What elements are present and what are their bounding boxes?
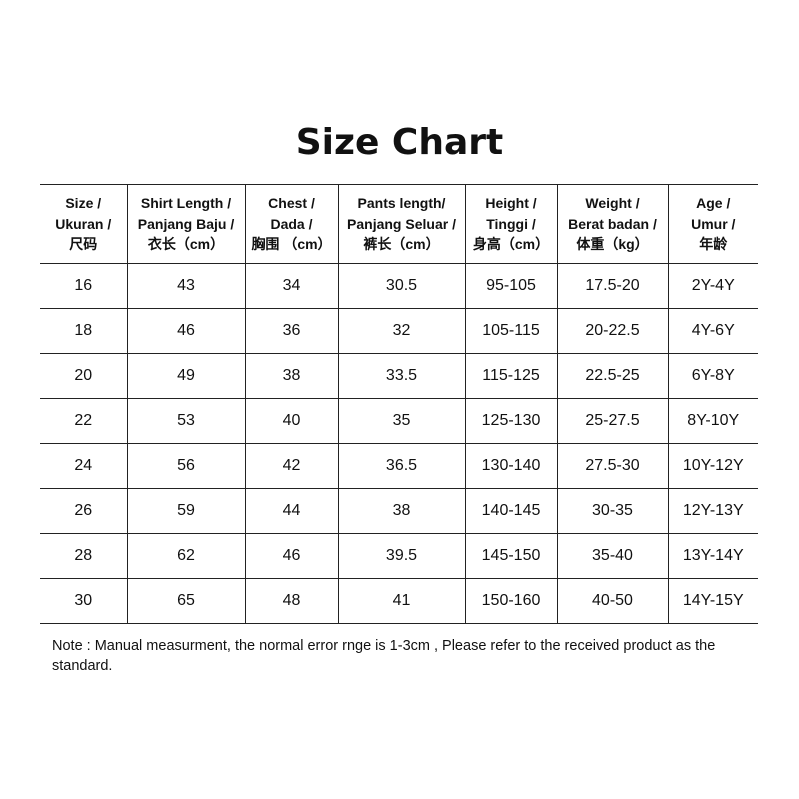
table-cell: 44 <box>244 488 338 534</box>
table-cell: 62 <box>126 533 245 579</box>
table-cell: 38 <box>337 488 465 534</box>
header-line: Ukuran / <box>55 215 112 232</box>
table-row: 18 46 36 32 105-115 20-22.5 4Y-6Y <box>40 308 758 354</box>
header-line: 衣长（cm） <box>147 236 225 253</box>
table-cell: 56 <box>126 443 245 489</box>
table-cell: 22.5-25 <box>556 353 668 399</box>
table-cell: 53 <box>126 398 245 444</box>
table-cell: 140-145 <box>464 488 557 534</box>
table-cell: 17.5-20 <box>556 263 668 309</box>
table-row: 30 65 48 41 150-160 40-50 14Y-15Y <box>40 578 758 624</box>
header-line: Pants length/ <box>357 195 446 212</box>
table-cell: 46 <box>244 533 338 579</box>
column-header: Shirt Length / Panjang Baju / 衣长（cm） <box>126 184 245 264</box>
table-cell: 8Y-10Y <box>667 398 758 444</box>
table-row: 26 59 44 38 140-145 30-35 12Y-13Y <box>40 488 758 534</box>
table-cell: 22 <box>40 398 127 444</box>
table-cell: 38 <box>244 353 338 399</box>
table-cell: 4Y-6Y <box>667 308 758 354</box>
header-line: 尺码 <box>69 236 98 253</box>
table-row: 22 53 40 35 125-130 25-27.5 8Y-10Y <box>40 398 758 444</box>
table-cell: 43 <box>126 263 245 309</box>
table-cell: 49 <box>126 353 245 399</box>
table-cell: 145-150 <box>464 533 557 579</box>
table-cell: 24 <box>40 443 127 489</box>
header-line: Tinggi / <box>486 215 536 232</box>
header-line: Height / <box>485 195 537 212</box>
header-line: Shirt Length / <box>140 195 232 212</box>
table-cell: 150-160 <box>464 578 557 624</box>
table-cell: 30-35 <box>556 488 668 534</box>
table-cell: 40-50 <box>556 578 668 624</box>
table-cell: 25-27.5 <box>556 398 668 444</box>
table-cell: 42 <box>244 443 338 489</box>
header-line: Chest / <box>268 195 315 212</box>
table-cell: 6Y-8Y <box>667 353 758 399</box>
table-row: 28 62 46 39.5 145-150 35-40 13Y-14Y <box>40 533 758 579</box>
header-line: Age / <box>696 195 731 212</box>
table-cell: 35-40 <box>556 533 668 579</box>
table-cell: 28 <box>40 533 127 579</box>
table-cell: 59 <box>126 488 245 534</box>
table-cell: 130-140 <box>464 443 557 489</box>
table-cell: 40 <box>244 398 338 444</box>
table-cell: 16 <box>40 263 127 309</box>
table-cell: 10Y-12Y <box>667 443 758 489</box>
column-header: Size / Ukuran / 尺码 <box>40 184 127 264</box>
header-row: Size / Ukuran / 尺码 Shirt Length / Panjang Ba… <box>40 184 758 264</box>
table-cell: 34 <box>244 263 338 309</box>
header-line: Dada / <box>270 215 313 232</box>
table-cell: 30 <box>40 578 127 624</box>
column-header: Height / Tinggi / 身高（cm） <box>464 184 557 264</box>
table-cell: 36.5 <box>337 443 465 489</box>
header-line: Panjang Baju / <box>137 215 235 232</box>
header-line: 年龄 <box>699 236 728 253</box>
table-row: 20 49 38 33.5 115-125 22.5-25 6Y-8Y <box>40 353 758 399</box>
header-line: Panjang Seluar / <box>347 215 456 232</box>
header-line: Size / <box>65 195 102 212</box>
table-cell: 125-130 <box>464 398 557 444</box>
table-cell: 20-22.5 <box>556 308 668 354</box>
table-cell: 2Y-4Y <box>667 263 758 309</box>
table-cell: 65 <box>126 578 245 624</box>
header-line: 体重（kg） <box>576 236 649 253</box>
table-cell: 13Y-14Y <box>667 533 758 579</box>
column-header: Age / Umur / 年龄 <box>667 184 758 264</box>
header-line: Umur / <box>691 215 736 232</box>
size-chart-table: Size / Ukuran / 尺码 Shirt Length / Panjang Ba… <box>40 184 758 624</box>
table-cell: 35 <box>337 398 465 444</box>
table-cell: 36 <box>244 308 338 354</box>
column-header: Pants length/Panjang Seluar / 裤长（cm） <box>337 184 465 264</box>
table-cell: 32 <box>337 308 465 354</box>
note: Note : Manual measurment, the normal err… <box>52 638 716 674</box>
table-cell: 26 <box>40 488 127 534</box>
header-line: Berat badan / <box>568 215 657 232</box>
table-cell: 14Y-15Y <box>667 578 758 624</box>
column-header: Chest / Dada / 胸围 （cm） <box>244 184 338 264</box>
table-cell: 95-105 <box>464 263 557 309</box>
table-cell: 12Y-13Y <box>667 488 758 534</box>
table-cell: 105-115 <box>464 308 557 354</box>
header-line: Weight / <box>585 195 640 212</box>
table-cell: 20 <box>40 353 127 399</box>
table-cell: 46 <box>126 308 245 354</box>
table-row: 24 56 42 36.5 130-140 27.5-30 10Y-12Y <box>40 443 758 489</box>
table-cell: 115-125 <box>464 353 557 399</box>
header-line: 胸围 （cm） <box>251 236 332 253</box>
table-cell: 41 <box>337 578 465 624</box>
table-cell: 27.5-30 <box>556 443 668 489</box>
table-cell: 33.5 <box>337 353 465 399</box>
column-header: Weight / Berat badan / 体重（kg） <box>556 184 668 264</box>
header-line: 裤长（cm） <box>363 236 440 253</box>
table-cell: 18 <box>40 308 127 354</box>
header-line: 身高（cm） <box>472 236 550 253</box>
table-cell: 39.5 <box>337 533 465 579</box>
table-row: 16 43 34 30.5 95-105 17.5-20 2Y-4Y <box>40 263 758 309</box>
page-title: Size Chart <box>295 122 504 163</box>
table-cell: 30.5 <box>337 263 465 309</box>
table-cell: 48 <box>244 578 338 624</box>
